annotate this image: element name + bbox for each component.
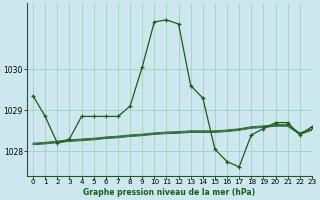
- X-axis label: Graphe pression niveau de la mer (hPa): Graphe pression niveau de la mer (hPa): [84, 188, 256, 197]
